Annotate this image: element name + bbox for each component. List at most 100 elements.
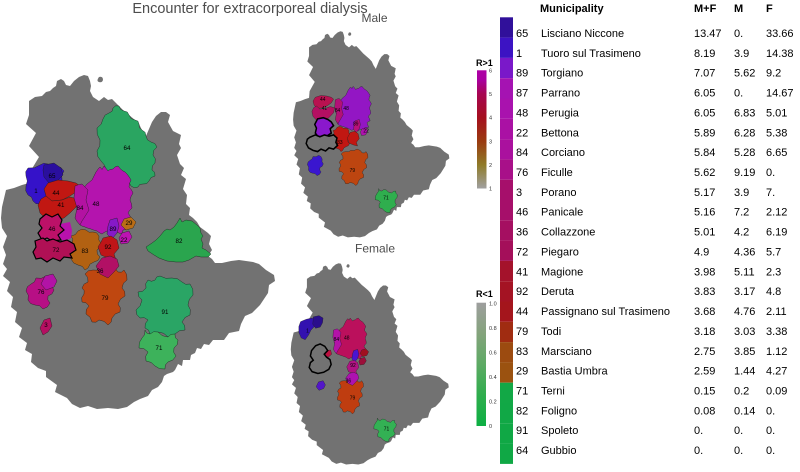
svg-text:Todi: Todi [541,326,561,338]
svg-text:Parrano: Parrano [541,88,580,100]
svg-text:65: 65 [516,28,528,40]
svg-text:79: 79 [516,326,528,338]
svg-text:64: 64 [124,145,131,152]
svg-text:M+F: M+F [694,3,717,15]
svg-text:0.08: 0.08 [694,405,715,417]
svg-text:0.: 0. [694,445,703,457]
svg-text:72: 72 [53,247,60,254]
svg-text:91: 91 [516,425,528,437]
svg-text:Municipality: Municipality [540,3,604,15]
svg-text:92: 92 [105,244,112,251]
svg-text:3.98: 3.98 [694,266,715,278]
svg-text:Bettona: Bettona [541,127,580,139]
svg-text:41: 41 [322,106,328,112]
svg-text:48: 48 [516,107,528,119]
svg-text:1: 1 [306,328,309,334]
svg-text:7.: 7. [766,187,775,199]
svg-text:Terni: Terni [541,386,565,398]
svg-text:84: 84 [77,205,84,212]
svg-text:0.15: 0.15 [694,386,715,398]
svg-text:6: 6 [489,69,492,75]
svg-text:0.: 0. [766,167,775,179]
svg-text:0.09: 0.09 [766,386,787,398]
svg-text:4.36: 4.36 [734,247,755,259]
svg-text:5.89: 5.89 [694,127,715,139]
svg-text:4.2: 4.2 [734,227,749,239]
svg-text:0.: 0. [766,405,775,417]
svg-text:0: 0 [489,424,492,430]
svg-text:0.2: 0.2 [734,386,749,398]
svg-text:3.85: 3.85 [734,346,755,358]
svg-text:1.44: 1.44 [734,366,755,378]
svg-text:84: 84 [335,108,341,114]
svg-text:36: 36 [516,227,528,239]
svg-text:82: 82 [176,238,183,245]
svg-text:4.8: 4.8 [766,286,781,298]
svg-text:2.3: 2.3 [766,266,781,278]
svg-text:5.17: 5.17 [694,187,715,199]
svg-text:3.18: 3.18 [694,326,715,338]
svg-text:0.: 0. [734,28,743,40]
svg-text:2.12: 2.12 [766,207,787,219]
svg-text:4.9: 4.9 [694,247,709,259]
svg-text:2.11: 2.11 [766,306,787,318]
svg-text:7.2: 7.2 [734,207,749,219]
svg-text:4.27: 4.27 [766,366,787,378]
svg-text:29: 29 [126,220,133,227]
svg-text:Lisciano Niccone: Lisciano Niccone [541,28,624,40]
svg-text:1.12: 1.12 [766,346,787,358]
svg-text:Gubbio: Gubbio [541,445,576,457]
svg-text:0.: 0. [734,88,743,100]
svg-text:3: 3 [516,187,522,199]
svg-text:Passignano sul Trasimeno: Passignano sul Trasimeno [541,306,670,318]
svg-text:65: 65 [49,173,56,180]
svg-text:36: 36 [346,378,352,384]
svg-text:89: 89 [353,122,359,128]
svg-text:5.38: 5.38 [766,127,787,139]
svg-text:83: 83 [516,346,528,358]
svg-text:6.19: 6.19 [766,227,787,239]
svg-text:3.03: 3.03 [734,326,755,338]
svg-text:Tuoro sul Trasimeno: Tuoro sul Trasimeno [541,48,641,60]
svg-text:6.05: 6.05 [694,107,715,119]
svg-text:5.16: 5.16 [694,207,715,219]
svg-text:F: F [766,3,773,15]
svg-text:6.28: 6.28 [734,127,755,139]
svg-text:0.14: 0.14 [734,405,755,417]
svg-text:22: 22 [516,127,528,139]
svg-text:5.62: 5.62 [694,167,715,179]
svg-text:Male: Male [361,11,387,25]
svg-text:76: 76 [516,167,528,179]
svg-text:Corciano: Corciano [541,147,585,159]
svg-text:29: 29 [516,366,528,378]
svg-text:13.47: 13.47 [694,28,722,40]
svg-text:5: 5 [489,92,492,98]
svg-text:44: 44 [320,97,326,103]
svg-text:3.68: 3.68 [694,306,715,318]
svg-text:6.65: 6.65 [766,147,787,159]
svg-text:Bastia Umbra: Bastia Umbra [541,366,609,378]
svg-text:2: 2 [489,163,492,169]
svg-text:4: 4 [489,116,492,122]
svg-text:89: 89 [516,68,528,80]
svg-text:48: 48 [343,106,349,112]
svg-text:9.2: 9.2 [766,68,781,80]
svg-text:Perugia: Perugia [541,107,580,119]
svg-text:89: 89 [110,226,117,233]
svg-text:84: 84 [334,337,340,343]
svg-text:5.28: 5.28 [734,147,755,159]
svg-text:36: 36 [97,268,104,275]
svg-text:83: 83 [82,248,89,255]
svg-text:44: 44 [516,306,528,318]
svg-text:8.19: 8.19 [694,48,715,60]
svg-text:46: 46 [49,226,56,233]
svg-text:6.05: 6.05 [694,88,715,100]
svg-text:6.83: 6.83 [734,107,755,119]
svg-text:5.62: 5.62 [734,68,755,80]
svg-text:92: 92 [350,363,356,369]
svg-text:22: 22 [121,237,128,244]
svg-text:0.2: 0.2 [489,400,497,406]
svg-text:82: 82 [516,405,528,417]
svg-text:84: 84 [516,147,528,159]
svg-text:41: 41 [516,266,528,278]
